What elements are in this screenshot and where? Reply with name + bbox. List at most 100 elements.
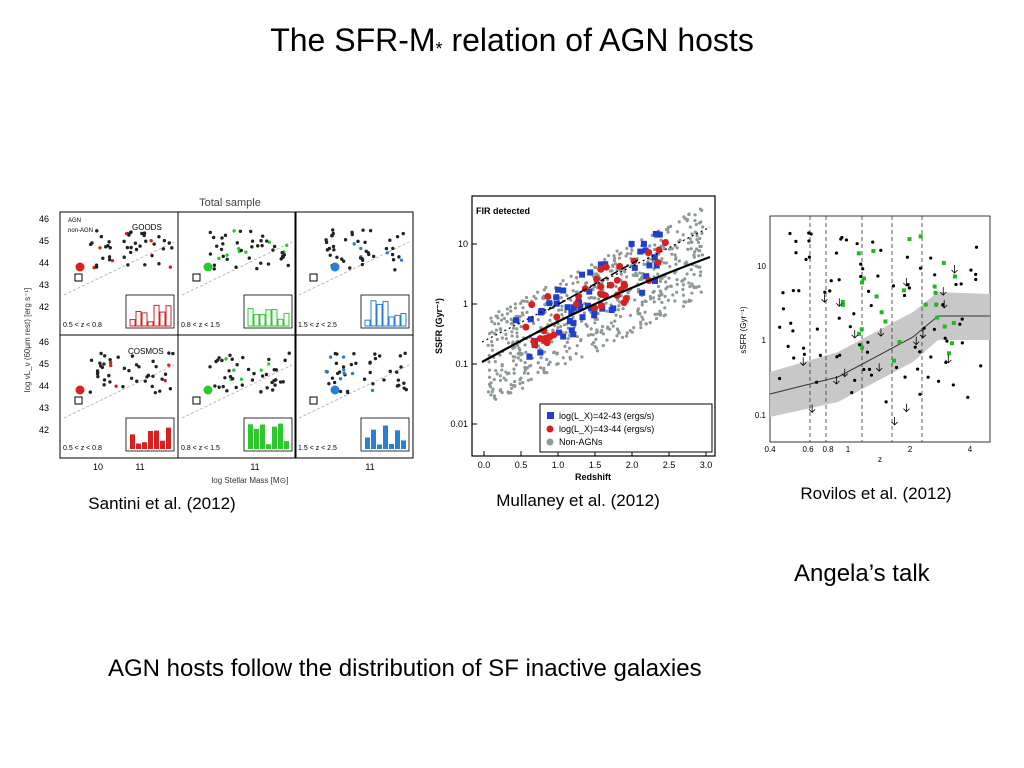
mullaney-point-lowlx bbox=[640, 240, 647, 247]
santini-point bbox=[100, 365, 105, 370]
santini-upper-limit bbox=[74, 396, 83, 405]
rovilos-point bbox=[850, 390, 854, 395]
mullaney-point-nonagn bbox=[638, 271, 642, 275]
mullaney-point-nonagn bbox=[612, 339, 616, 343]
mullaney-point-nonagn bbox=[525, 310, 529, 314]
mullaney-point-nonagn bbox=[505, 307, 509, 311]
mullaney-point-nonagn bbox=[496, 322, 501, 326]
mullaney-point-nonagn bbox=[681, 287, 685, 291]
mullaney-point-nonagn bbox=[525, 299, 529, 304]
santini-point bbox=[101, 256, 105, 260]
santini-ytick: 45 bbox=[39, 236, 49, 246]
mullaney-point-nonagn bbox=[487, 353, 491, 358]
santini-upper-limit bbox=[192, 273, 201, 282]
mullaney-point-nonagn bbox=[585, 324, 589, 328]
mullaney-point-nonagn bbox=[555, 351, 559, 355]
mullaney-point-nonagn bbox=[504, 332, 508, 336]
santini-point bbox=[108, 357, 112, 362]
santini-point bbox=[228, 374, 233, 379]
santini-ytick: 44 bbox=[39, 381, 49, 391]
mullaney-point-nonagn bbox=[613, 262, 618, 266]
rovilos-point bbox=[869, 373, 874, 377]
santini-point bbox=[221, 384, 225, 389]
rovilos-upper-limit-arrow bbox=[875, 363, 883, 372]
santini-point bbox=[284, 243, 289, 247]
rovilos-point bbox=[802, 352, 807, 356]
santini-point bbox=[221, 242, 225, 246]
mullaney-point-nonagn bbox=[536, 370, 540, 374]
rovilos-ylabel: sSFR (Gyr⁻¹) bbox=[739, 306, 748, 354]
mullaney-point-nonagn bbox=[685, 272, 689, 276]
mullaney-point-nonagn bbox=[495, 337, 499, 342]
santini-point bbox=[129, 245, 133, 250]
santini-point bbox=[371, 382, 375, 386]
mullaney-point-lowlx bbox=[570, 320, 577, 327]
mullaney-point-nonagn bbox=[699, 270, 703, 274]
mullaney-point-nonagn bbox=[519, 325, 523, 329]
mullaney-point-lowlx bbox=[646, 262, 653, 269]
mullaney-point-nonagn bbox=[611, 263, 615, 267]
mullaney-point-nonagn bbox=[569, 274, 573, 278]
rovilos-point bbox=[844, 238, 849, 242]
mullaney-legend-marker bbox=[547, 412, 554, 419]
mullaney-point-highlx bbox=[597, 265, 605, 273]
mullaney-point-nonagn bbox=[698, 236, 702, 241]
mullaney-point-nonagn bbox=[487, 375, 492, 379]
mullaney-point-nonagn bbox=[663, 313, 667, 317]
mullaney-point-nonagn bbox=[489, 393, 493, 397]
mullaney-point-nonagn bbox=[698, 249, 702, 253]
rovilos-point bbox=[907, 286, 912, 290]
rovilos-point-green bbox=[883, 319, 888, 324]
santini-ytick: 42 bbox=[39, 302, 49, 312]
rovilos-upper-limit-arrow bbox=[912, 336, 920, 346]
santini-point bbox=[377, 354, 382, 358]
mullaney-point-nonagn bbox=[617, 331, 621, 335]
mullaney-point-nonagn bbox=[492, 377, 496, 382]
mullaney-point-nonagn bbox=[563, 344, 567, 348]
mullaney-point-nonagn bbox=[640, 238, 644, 242]
mullaney-point-nonagn bbox=[512, 384, 516, 388]
santini-point bbox=[135, 379, 139, 383]
mullaney-point-nonagn bbox=[498, 378, 503, 383]
santini-point bbox=[224, 357, 228, 361]
mullaney-point-nonagn bbox=[601, 332, 605, 336]
santini-point bbox=[395, 234, 400, 239]
mullaney-point-nonagn bbox=[526, 371, 530, 376]
rovilos-point bbox=[828, 289, 832, 293]
mullaney-point-lowlx bbox=[568, 309, 575, 316]
mullaney-point-nonagn bbox=[681, 304, 686, 308]
rovilos-point bbox=[903, 375, 907, 379]
mullaney-point-nonagn bbox=[550, 340, 554, 344]
santini-point bbox=[346, 390, 350, 395]
mullaney-point-nonagn bbox=[675, 282, 679, 286]
mullaney-point-nonagn bbox=[664, 287, 668, 291]
mullaney-point-nonagn bbox=[529, 377, 533, 381]
santini-point bbox=[94, 265, 99, 269]
mullaney-point-nonagn bbox=[641, 317, 645, 322]
mullaney-point-highlx bbox=[597, 290, 605, 298]
santini-point bbox=[388, 369, 392, 374]
santini-point bbox=[343, 238, 348, 242]
mullaney-point-nonagn bbox=[489, 316, 493, 320]
rovilos-xtick: 0.4 bbox=[764, 445, 776, 454]
rovilos-upper-limit-arrow bbox=[799, 357, 807, 366]
mullaney-point-nonagn bbox=[512, 371, 516, 375]
santini-panel bbox=[294, 334, 414, 459]
rovilos-point bbox=[918, 392, 922, 396]
santini-point bbox=[150, 253, 154, 258]
santini-point bbox=[212, 267, 216, 271]
santini-guide bbox=[298, 364, 410, 419]
rovilos-point bbox=[777, 376, 782, 381]
mullaney-point-nonagn bbox=[512, 367, 516, 371]
santini-point bbox=[385, 251, 390, 255]
speaker-note: Angela’s talk bbox=[794, 560, 930, 587]
mullaney-point-nonagn bbox=[511, 322, 515, 326]
mullaney-point-nonagn bbox=[575, 335, 580, 339]
mullaney-point-nonagn bbox=[595, 328, 599, 332]
mullaney-point-nonagn bbox=[689, 268, 693, 272]
mullaney-point-nonagn bbox=[658, 313, 662, 317]
santini-point bbox=[151, 374, 155, 379]
mullaney-point-nonagn bbox=[518, 301, 523, 305]
santini-point bbox=[250, 239, 255, 243]
mullaney-point-nonagn bbox=[511, 326, 516, 330]
